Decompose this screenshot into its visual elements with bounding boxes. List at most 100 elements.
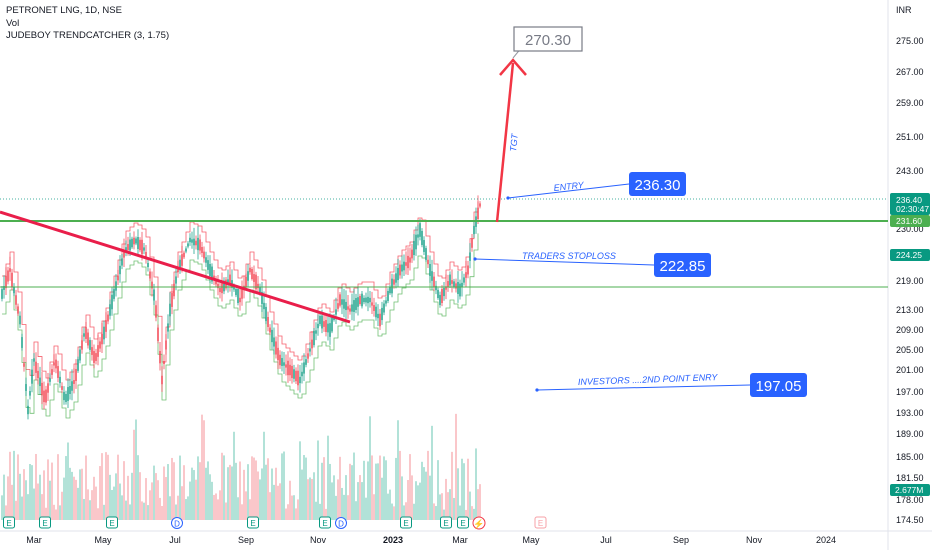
svg-text:E: E (403, 519, 408, 528)
candle-body (69, 386, 71, 394)
volume-bar (307, 479, 309, 520)
volume-bar (173, 462, 175, 520)
volume-bar (399, 450, 401, 520)
volume-bar (315, 501, 317, 520)
volume-bar (385, 460, 387, 520)
candle-body (337, 303, 339, 309)
earnings-marker-icon[interactable]: E (319, 516, 331, 529)
volume-bar (33, 488, 35, 520)
volume-bar (423, 467, 425, 520)
price-tick: 251.00 (896, 132, 924, 142)
volume-bar (121, 495, 123, 520)
volume-bar (371, 455, 373, 520)
svg-text:⚡: ⚡ (473, 518, 484, 530)
volume-bar (265, 464, 267, 520)
candle-body (391, 278, 393, 294)
entry-value: 236.30 (635, 177, 681, 194)
candle-body (393, 279, 395, 285)
candle-body (379, 313, 381, 327)
trailing-stop-green (2, 233, 479, 419)
candle-body (377, 313, 379, 319)
candle-body (111, 294, 113, 310)
volume-bar (195, 479, 197, 520)
volume-bar (325, 508, 327, 520)
symbol-title[interactable]: PETRONET LNG, 1D, NSE (6, 5, 122, 16)
candle-body (263, 302, 265, 310)
earnings-marker-icon[interactable]: E (400, 516, 412, 529)
entry-callout[interactable]: ENTRY 236.30 (506, 172, 686, 200)
candle-body (431, 271, 433, 281)
volume-bar (381, 477, 383, 520)
volume-bar (125, 500, 127, 520)
earnings-marker-icon[interactable]: E (457, 516, 469, 529)
volume-bar (53, 504, 55, 520)
dividend-marker-icon[interactable]: D (171, 517, 183, 529)
volume-bar (19, 473, 21, 520)
candle-body (19, 315, 21, 325)
volume-bar (67, 442, 69, 520)
volume-bar (243, 469, 245, 520)
investors-callout[interactable]: INVESTORS ....2ND POINT ENRY 197.05 (535, 372, 807, 397)
candle-body (419, 223, 421, 237)
volume-bar (397, 420, 399, 520)
volume-bar (463, 463, 465, 520)
dividend-marker-icon[interactable]: D (335, 517, 347, 529)
candle-body (471, 238, 473, 248)
candle-body (195, 240, 197, 246)
price-axis[interactable]: 275.00 267.00 259.00 251.00 243.00 230.00 219.… (896, 36, 924, 525)
earnings-marker-icon[interactable]: E (247, 516, 259, 529)
volume-bar (167, 464, 169, 520)
candle-body (35, 361, 37, 373)
trailing-stop-value: 224.25 (896, 250, 922, 260)
volume-bar (329, 463, 331, 520)
candle-body (277, 347, 279, 361)
candle-body (119, 265, 121, 275)
volume-bar (247, 464, 249, 520)
downtrend-line[interactable] (0, 210, 351, 324)
volume-bar (415, 481, 417, 520)
volume-bar (7, 476, 9, 520)
candle-body (387, 290, 389, 302)
volume-bar (199, 462, 201, 520)
stoploss-callout[interactable]: TRADERS STOPLOSS 222.85 (473, 251, 711, 277)
future-earnings-icon[interactable]: E (534, 516, 547, 529)
volume-bar (11, 484, 13, 520)
candle-body (105, 320, 107, 332)
earnings-marker-icon[interactable]: E (440, 516, 452, 529)
candle-body (43, 390, 45, 403)
target-arrow[interactable] (495, 58, 527, 223)
candle-body (371, 302, 373, 306)
price-tick: 178.00 (896, 495, 924, 505)
volume-bar (289, 480, 291, 520)
volume-bar (45, 507, 47, 520)
candle-body (257, 283, 259, 289)
volume-bar (37, 483, 39, 520)
volume-bar (425, 471, 427, 520)
volume-bar (257, 471, 259, 520)
candle-body (201, 247, 203, 253)
candle-body (235, 288, 237, 296)
candle-body (453, 281, 455, 287)
earnings-marker-icon[interactable]: E (3, 516, 15, 529)
candle-body (183, 252, 185, 258)
volume-bar (435, 506, 437, 520)
candle-body (103, 326, 105, 340)
earnings-marker-icon[interactable]: E (39, 516, 51, 529)
volume-bar (65, 456, 67, 520)
earnings-marker-icon[interactable]: E (106, 516, 118, 529)
volume-legend[interactable]: Vol (6, 17, 20, 29)
volume-bar (283, 451, 285, 520)
volume-bar (445, 478, 447, 520)
candle-body (67, 387, 69, 401)
split-marker-icon[interactable]: ⚡ (472, 516, 486, 530)
time-axis[interactable]: Mar May Jul Sep Nov 2023 Mar May Jul Sep Nov 2024 (26, 535, 836, 545)
volume-bar (321, 462, 323, 520)
candle-body (219, 287, 221, 293)
price-tick: 243.00 (896, 166, 924, 176)
candle-body (347, 306, 349, 310)
candle-body (15, 295, 17, 305)
target-callout[interactable]: 270.30 (512, 26, 583, 59)
indicator-legend[interactable]: JUDEBOY TRENDCATCHER (3, 1.75) (6, 30, 170, 41)
